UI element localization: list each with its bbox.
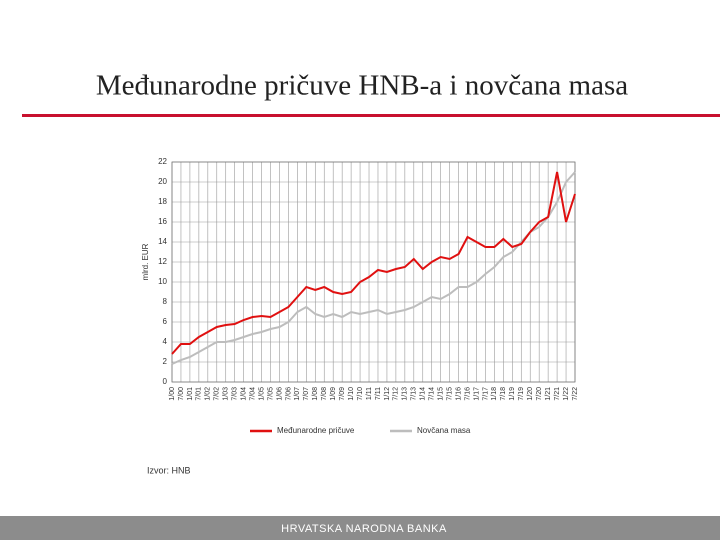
y-axis-label: mlrd. EUR [141,243,150,280]
x-tick-label: 1/22 [563,387,570,401]
x-tick-label: 7/09 [339,387,346,401]
x-tick-label: 1/12 [384,387,391,401]
title-rule [22,114,720,117]
x-tick-label: 1/04 [240,387,247,401]
x-tick-label: 7/12 [393,387,400,401]
slide-title: Međunarodne pričuve HNB-a i novčana masa [96,70,628,102]
x-tick-label: 1/03 [223,387,230,401]
x-tick-label: 7/16 [464,387,471,401]
x-tick-label: 1/06 [276,387,283,401]
source: Izvor: HNB [147,465,191,475]
x-tick-label: 1/00 [169,387,176,401]
x-tick-label: 7/07 [303,387,310,401]
x-tick-label: 7/10 [357,387,364,401]
x-tick-label: 7/21 [554,387,561,401]
x-tick-label: 1/01 [187,387,194,401]
x-tick-label: 7/13 [411,387,418,401]
x-tick-label: 7/14 [429,387,436,401]
x-tick-label: 7/15 [446,387,453,401]
x-tick-label: 7/04 [249,387,256,401]
x-tick-label: 7/08 [321,387,328,401]
y-tick-label: 0 [163,377,168,386]
y-tick-label: 14 [158,237,167,246]
x-tick-label: 1/20 [527,387,534,401]
footer-bar [0,516,720,540]
y-tick-label: 8 [163,297,168,306]
y-tick-label: 18 [158,197,167,206]
x-tick-label: 1/02 [205,387,212,401]
y-tick-label: 2 [163,357,168,366]
x-tick-label: 7/18 [500,387,507,401]
x-tick-label: 1/08 [312,387,319,401]
x-tick-label: 7/06 [285,387,292,401]
x-tick-label: 7/05 [267,387,274,401]
x-tick-label: 1/13 [402,387,409,401]
series-line [171,171,576,355]
x-tick-label: 7/11 [375,387,382,400]
x-tick-label: 1/05 [258,387,265,401]
x-tick-label: 1/07 [294,387,301,401]
footer-text: HRVATSKA NARODNA BANKA [281,523,447,535]
y-tick-label: 22 [158,157,167,166]
x-tick-label: 1/10 [348,387,355,401]
series-line [171,171,576,365]
y-tick-label: 4 [163,337,168,346]
x-tick-label: 7/20 [536,387,543,401]
x-tick-label: 7/22 [572,387,579,401]
x-tick-label: 7/03 [232,387,239,401]
y-tick-label: 6 [163,317,168,326]
y-tick-label: 12 [158,257,167,266]
x-tick-label: 1/11 [366,387,373,400]
x-tick-label: 7/17 [482,387,489,401]
y-tick-label: 10 [158,277,167,286]
plot-frame [171,161,576,383]
legend-label: Novčana masa [417,426,471,435]
x-tick-label: 7/02 [214,387,221,401]
x-tick-label: 1/09 [330,387,337,401]
x-tick-label: 1/15 [438,387,445,401]
x-tick-label: 1/21 [545,387,552,401]
x-tick-label: 7/00 [178,387,185,401]
x-tick-label: 1/18 [491,387,498,401]
y-tick-label: 16 [158,217,167,226]
x-tick-label: 7/01 [196,387,203,401]
x-tick-label: 1/16 [455,387,462,401]
x-tick-label: 1/19 [509,387,516,401]
legend-label: Međunarodne pričuve [277,426,355,435]
x-tick-label: 1/17 [473,387,480,401]
y-tick-label: 20 [158,177,167,186]
x-tick-label: 1/14 [420,387,427,401]
x-tick-label: 7/19 [518,387,525,401]
